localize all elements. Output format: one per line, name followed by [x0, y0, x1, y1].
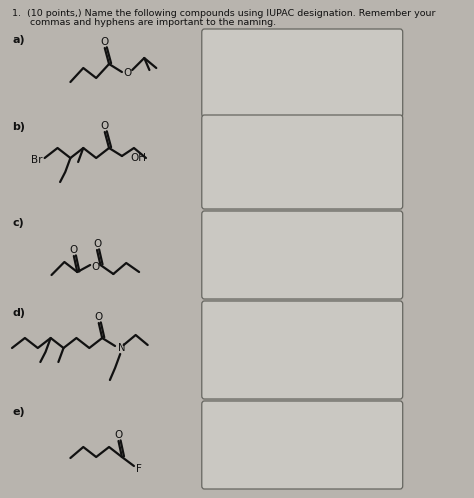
Text: b): b): [12, 122, 25, 132]
Text: O: O: [114, 430, 123, 440]
Text: OH: OH: [130, 153, 146, 163]
Text: c): c): [12, 218, 24, 228]
Text: a): a): [12, 35, 25, 45]
Text: O: O: [123, 68, 131, 78]
Text: O: O: [91, 262, 100, 272]
Text: 1.  (10 points,) Name the following compounds using IUPAC designation. Remember : 1. (10 points,) Name the following compo…: [12, 9, 436, 18]
FancyBboxPatch shape: [202, 211, 403, 299]
Text: O: O: [95, 312, 103, 322]
Text: F: F: [136, 464, 142, 474]
Text: O: O: [70, 245, 78, 255]
FancyBboxPatch shape: [202, 115, 403, 209]
Text: O: O: [100, 37, 109, 47]
Text: N: N: [118, 343, 126, 353]
Text: O: O: [100, 121, 109, 131]
Text: e): e): [12, 407, 25, 417]
Text: Br: Br: [31, 155, 42, 165]
Text: O: O: [93, 239, 101, 249]
FancyBboxPatch shape: [202, 301, 403, 399]
Text: commas and hyphens are important to the naming.: commas and hyphens are important to the …: [12, 18, 276, 27]
FancyBboxPatch shape: [202, 401, 403, 489]
Text: d): d): [12, 308, 25, 318]
FancyBboxPatch shape: [202, 29, 403, 117]
